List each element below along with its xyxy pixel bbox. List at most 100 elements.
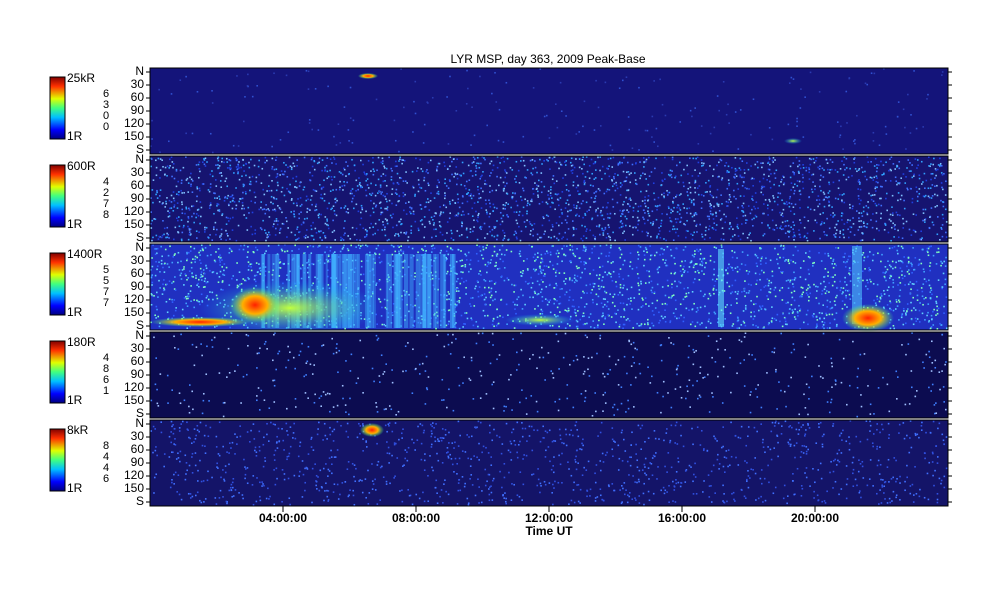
pixel <box>180 189 182 192</box>
pixel <box>609 144 612 147</box>
pixel <box>867 161 869 163</box>
pixel <box>340 207 342 209</box>
pixel <box>787 301 789 304</box>
pixel <box>901 270 903 273</box>
pixel <box>203 158 205 160</box>
pixel <box>735 175 738 178</box>
pixel <box>915 214 917 216</box>
pixel <box>911 283 914 285</box>
pixel <box>754 163 757 166</box>
pixel <box>181 308 184 311</box>
pixel <box>863 225 866 228</box>
pixel <box>745 219 747 221</box>
pixel <box>490 160 493 163</box>
pixel <box>750 311 752 314</box>
pixel <box>659 236 662 239</box>
pixel <box>639 161 641 163</box>
pixel <box>892 222 894 225</box>
pixel <box>564 283 567 285</box>
pixel <box>313 159 315 162</box>
pixel <box>424 250 427 253</box>
pixel <box>913 173 915 176</box>
pixel <box>623 209 625 211</box>
pixel <box>939 164 941 167</box>
pixel <box>801 181 804 183</box>
pixel <box>378 279 381 281</box>
pixel <box>622 225 624 228</box>
pixel <box>211 291 214 294</box>
pixel <box>938 165 941 168</box>
pixel <box>489 185 491 187</box>
pixel <box>911 263 913 266</box>
pixel <box>870 177 873 179</box>
pixel <box>303 156 306 159</box>
pixel <box>714 312 717 315</box>
pixel <box>871 194 874 196</box>
pixel <box>232 275 235 277</box>
pixel <box>664 178 666 181</box>
pixel <box>663 238 665 240</box>
pixel <box>831 306 834 309</box>
pixel <box>597 285 600 287</box>
pixel <box>526 258 528 260</box>
pixel <box>940 227 943 229</box>
pixel <box>214 260 217 263</box>
pixel <box>544 252 547 255</box>
pixel <box>621 79 624 82</box>
pixel <box>832 266 835 269</box>
pixel <box>505 81 508 84</box>
pixel <box>844 281 846 283</box>
pixel <box>374 205 377 208</box>
pixel <box>534 270 536 272</box>
pixel <box>683 271 685 274</box>
pixel <box>388 276 390 278</box>
pixel <box>698 278 701 281</box>
pixel <box>421 170 424 173</box>
pixel <box>161 234 164 237</box>
pixel <box>503 160 506 163</box>
pixel <box>794 245 797 248</box>
pixel <box>471 215 474 218</box>
pixel <box>543 115 546 118</box>
pixel <box>412 186 415 189</box>
pixel <box>661 212 663 215</box>
pixel <box>707 297 710 300</box>
pixel <box>824 292 827 295</box>
pixel <box>310 252 313 254</box>
pixel <box>534 325 537 327</box>
pixel <box>622 209 624 212</box>
pixel <box>798 160 801 162</box>
pixel <box>477 290 479 293</box>
pixel <box>155 193 157 196</box>
pixel <box>823 280 825 283</box>
pixel <box>773 183 775 186</box>
pixel <box>817 205 819 208</box>
pixel <box>511 169 514 171</box>
pixel <box>647 232 649 235</box>
pixel <box>918 188 921 190</box>
pixel <box>336 281 339 283</box>
pixel <box>460 183 463 186</box>
pixel <box>668 207 670 210</box>
pixel <box>884 125 887 128</box>
pixel <box>390 167 393 170</box>
pixel <box>546 158 548 161</box>
pixel <box>727 171 730 173</box>
pixel <box>579 193 581 195</box>
pixel <box>639 205 642 207</box>
pixel <box>813 313 815 315</box>
pixel <box>630 300 632 302</box>
pixel <box>488 225 491 228</box>
pixel <box>833 234 835 236</box>
pixel <box>236 279 238 281</box>
pixel <box>931 172 934 175</box>
pixel <box>897 299 900 302</box>
pixel <box>174 253 176 255</box>
pixel <box>834 226 836 229</box>
pixel <box>526 219 528 222</box>
pixel <box>623 316 625 318</box>
pixel <box>647 199 649 202</box>
pixel <box>855 210 858 212</box>
pixel <box>537 190 539 193</box>
pixel <box>306 211 308 213</box>
